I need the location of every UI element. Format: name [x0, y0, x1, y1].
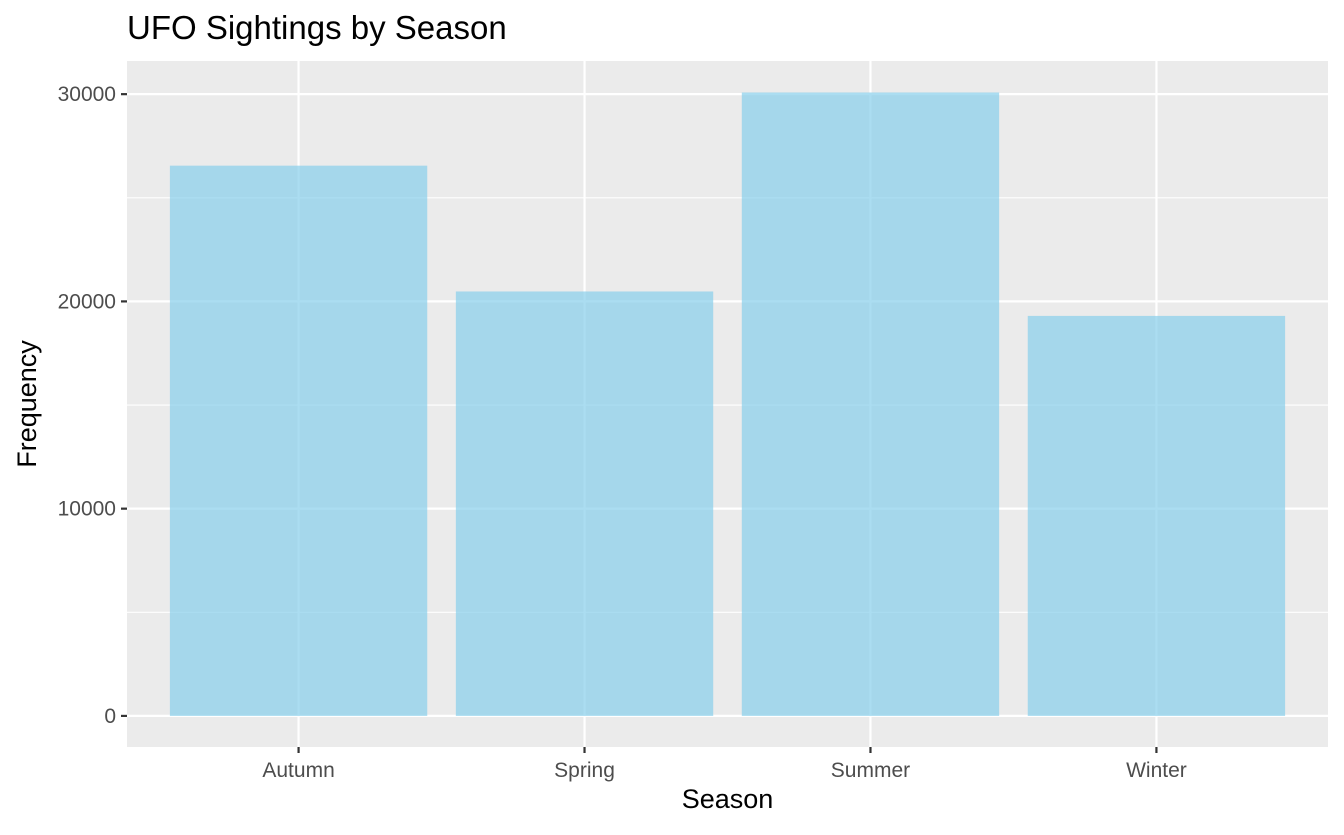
x-axis: Autumn Spring Summer Winter: [262, 747, 1187, 782]
x-tick-label: Autumn: [262, 759, 334, 782]
chart-title: UFO Sightings by Season: [127, 9, 507, 46]
y-tick-label: 10000: [58, 498, 116, 521]
y-axis: 0 10000 20000 30000: [58, 83, 127, 728]
y-tick-label: 30000: [58, 83, 116, 106]
x-tick-label: Summer: [831, 759, 910, 782]
bar-spring: [455, 291, 714, 716]
x-tick-label: Spring: [554, 759, 615, 782]
bar-winter: [1027, 315, 1286, 716]
x-tick-label: Winter: [1126, 759, 1187, 782]
bar-summer: [741, 92, 1000, 716]
y-axis-title: Frequency: [12, 340, 42, 468]
x-axis-title: Season: [682, 784, 774, 814]
bar-autumn: [169, 165, 428, 716]
bars: [169, 92, 1286, 716]
y-tick-label: 20000: [58, 290, 116, 313]
y-tick-label: 0: [104, 705, 116, 728]
